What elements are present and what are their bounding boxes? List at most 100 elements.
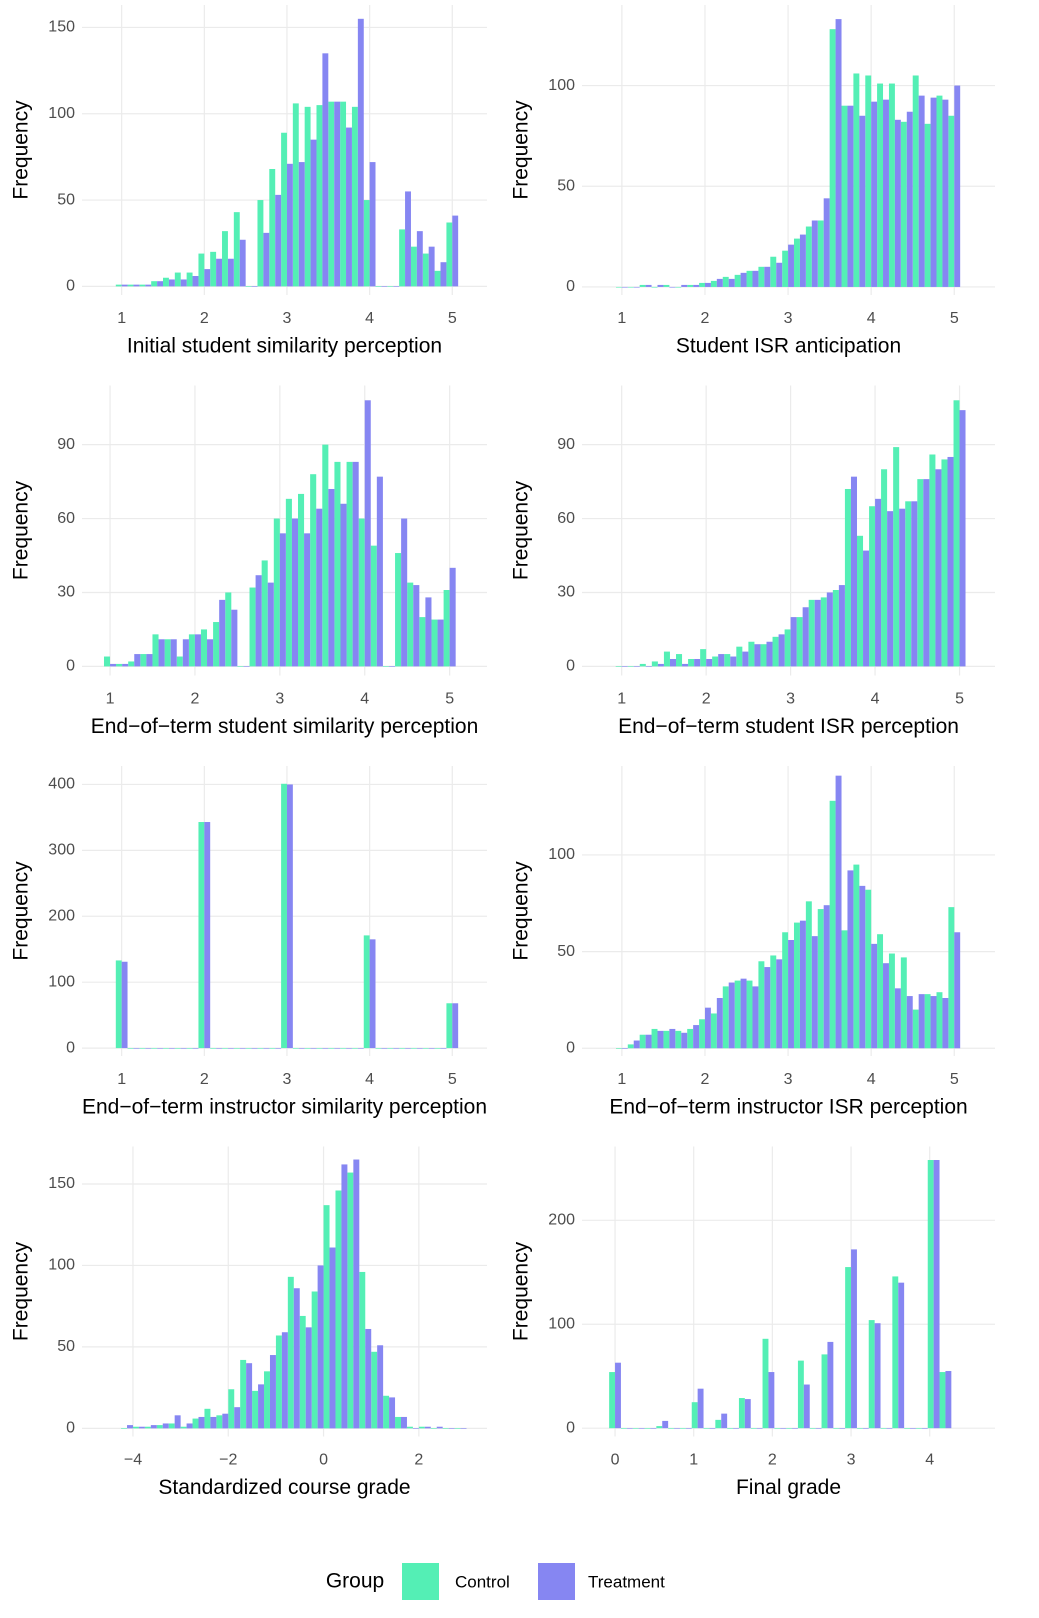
bar: [227, 1048, 234, 1049]
bar: [446, 222, 453, 287]
bar: [805, 226, 812, 287]
bar: [936, 95, 943, 287]
bar: [293, 1288, 300, 1429]
bar: [198, 253, 205, 287]
bar: [310, 474, 317, 667]
bar: [428, 1048, 435, 1049]
bar: [399, 229, 406, 287]
legend-label: Control: [455, 1572, 510, 1591]
bar: [139, 284, 146, 287]
bar: [793, 922, 800, 1049]
bar: [764, 967, 771, 1049]
bar: [728, 278, 735, 287]
bar: [793, 238, 800, 287]
bar: [669, 658, 677, 667]
bar: [157, 281, 163, 287]
x-axis-title: Initial student similarity perception: [127, 335, 442, 358]
bar: [388, 666, 396, 667]
bar: [682, 663, 689, 667]
bar: [929, 454, 936, 667]
y-tick-label: 100: [548, 77, 575, 94]
bar: [412, 1428, 419, 1429]
bar: [815, 1428, 822, 1429]
bar: [710, 1013, 717, 1049]
bar: [639, 284, 646, 287]
bar: [363, 935, 370, 1049]
bar: [346, 127, 352, 287]
bar: [310, 1048, 317, 1049]
bar: [651, 661, 658, 667]
bar: [797, 1360, 804, 1429]
bar: [192, 1048, 199, 1049]
bar: [734, 980, 741, 1049]
bar: [194, 634, 201, 667]
bar: [352, 461, 359, 667]
x-tick-label: 4: [867, 1071, 876, 1088]
bar: [847, 105, 854, 287]
bar: [395, 1416, 401, 1429]
bar: [146, 654, 153, 667]
bar: [883, 963, 889, 1049]
bar: [323, 1205, 330, 1429]
bar: [716, 998, 723, 1049]
x-tick-label: 2: [768, 1452, 777, 1469]
bar: [249, 587, 256, 667]
bar: [152, 634, 159, 667]
bar: [170, 639, 177, 667]
bar: [115, 284, 122, 287]
bar: [748, 641, 755, 667]
bar: [347, 1172, 354, 1429]
bar: [452, 215, 459, 287]
bar: [222, 1413, 229, 1429]
bar: [263, 232, 270, 287]
bar: [317, 1265, 324, 1429]
bar: [134, 654, 141, 667]
bar: [285, 498, 292, 667]
bar: [615, 1362, 621, 1429]
y-tick-label: 60: [557, 510, 575, 527]
bar: [780, 1428, 787, 1429]
bar: [416, 231, 423, 287]
legend-key: [402, 1563, 439, 1600]
bar: [724, 654, 731, 667]
bar: [675, 1030, 682, 1049]
bar: [663, 1030, 670, 1049]
x-tick-label: −4: [124, 1452, 142, 1469]
bar: [192, 276, 199, 287]
bar: [357, 18, 364, 287]
x-tick-label: 2: [701, 1071, 710, 1088]
y-tick-label: 100: [48, 1257, 75, 1274]
bar: [168, 279, 175, 287]
x-tick-label: 1: [617, 310, 626, 327]
bar: [853, 864, 860, 1049]
bar: [328, 101, 335, 287]
bar: [436, 1426, 443, 1429]
x-tick-label: 5: [950, 310, 959, 327]
bar: [351, 106, 358, 287]
bar: [645, 666, 652, 667]
bar: [246, 1363, 253, 1429]
bar: [341, 1164, 348, 1429]
bar: [329, 1247, 336, 1429]
bar: [927, 1160, 934, 1429]
bar: [418, 1426, 425, 1429]
bar: [164, 639, 171, 667]
bar: [633, 1040, 640, 1049]
bar: [722, 276, 729, 287]
bar: [287, 1276, 294, 1429]
bar: [186, 1423, 193, 1429]
bar: [222, 1048, 228, 1049]
bar: [750, 1428, 757, 1429]
bar: [163, 277, 169, 287]
bar: [334, 461, 341, 667]
x-tick-label: 2: [200, 1071, 209, 1088]
bar: [796, 617, 803, 667]
bar: [899, 508, 906, 667]
bar: [442, 1428, 449, 1429]
x-axis-title: Standardized course grade: [158, 1476, 410, 1499]
bar: [251, 1048, 258, 1049]
bar: [275, 1048, 282, 1049]
bar: [754, 644, 761, 667]
bar: [157, 1048, 163, 1049]
